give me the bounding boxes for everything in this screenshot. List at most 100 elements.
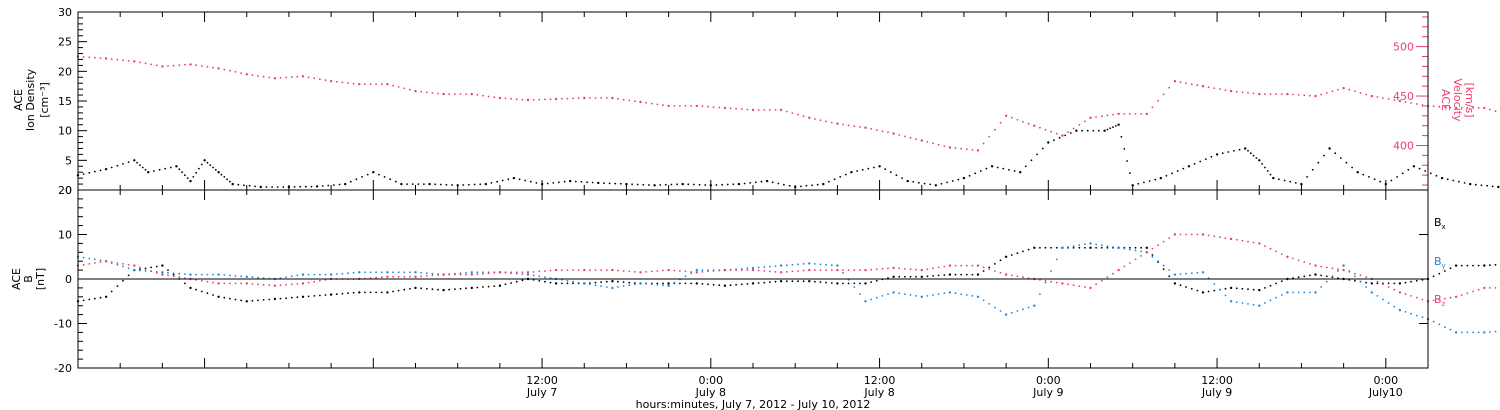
by-interp-point	[1460, 331, 1463, 334]
b-tick-label: -20	[54, 362, 72, 375]
bx-interp-point	[1016, 252, 1019, 255]
bz-interp-point	[690, 271, 692, 273]
bx-interp-point	[110, 290, 113, 293]
by-point	[611, 286, 614, 290]
by-interp-point	[870, 298, 872, 301]
ion-density-point	[512, 176, 516, 180]
ion-density-interp-point	[1446, 178, 1449, 181]
bz-interp-point	[1224, 237, 1227, 240]
velocity-interp-point	[791, 112, 794, 114]
svg-text:ACE: ACE	[10, 268, 23, 290]
ion-density-interp-point	[1204, 158, 1207, 161]
bz-point	[836, 268, 839, 272]
ion-density-interp-point	[1013, 170, 1016, 172]
by-interp-point	[1106, 245, 1109, 248]
velocity-point	[414, 89, 417, 93]
by-interp-point	[1449, 328, 1452, 331]
legend-bx: Bx	[1434, 216, 1446, 231]
bz-interp-point	[538, 270, 541, 273]
ion-density-point	[1187, 165, 1191, 168]
bx-point	[808, 280, 811, 283]
bz-interp-point	[566, 269, 569, 271]
bx-interp-point	[1303, 275, 1306, 278]
velocity-interp-point	[1067, 131, 1069, 134]
bx-interp-point	[420, 287, 422, 290]
bz-point	[1342, 268, 1345, 272]
bz-interp-point	[454, 273, 456, 276]
by-point	[864, 300, 867, 303]
bx-interp-point	[448, 288, 451, 291]
ion-density-interp-point	[1362, 173, 1365, 176]
left-axis-ticks: 0 5 10 15 20 25 30	[58, 6, 87, 197]
bz-interp-point	[999, 271, 1002, 274]
by-interp-point	[1010, 311, 1013, 314]
bx-interp-point	[1354, 279, 1356, 282]
bx-interp-point	[932, 275, 934, 277]
velocity-interp-point	[1444, 106, 1446, 108]
bottom-x-ticks	[119, 190, 1387, 368]
bx-interp-point	[1190, 287, 1193, 290]
ion-density-interp-point	[389, 178, 392, 181]
bz-interp-point	[99, 261, 102, 263]
ion-density-interp-point	[664, 183, 667, 186]
by-point	[1089, 242, 1092, 245]
by-interp-point	[1219, 288, 1221, 291]
velocity-interp-point	[431, 92, 434, 94]
ion-density-interp-point	[366, 173, 369, 176]
bz-interp-point	[1095, 283, 1097, 286]
velocity-point	[892, 132, 895, 135]
bx-interp-point	[763, 281, 766, 284]
velocity-interp-point	[1393, 99, 1396, 101]
velocity-interp-point	[364, 83, 366, 86]
ion-density-interp-point	[164, 167, 167, 170]
velocity-interp-point	[420, 90, 422, 93]
by-interp-point	[819, 263, 822, 266]
ion-density-interp-point	[889, 171, 892, 174]
bz-interp-point	[251, 283, 254, 285]
svg-text:[cm⁻³]: [cm⁻³]	[38, 82, 51, 118]
by-interp-point	[319, 273, 321, 276]
bx-interp-point	[1168, 275, 1171, 278]
bx-point	[1229, 286, 1233, 290]
legend-bz: Bz	[1434, 293, 1446, 308]
ion-density-interp-point	[501, 179, 504, 182]
ion-density-interp-point	[82, 173, 85, 175]
bz-point	[667, 268, 670, 272]
bx-interp-point	[172, 273, 175, 276]
by-interp-point	[898, 292, 901, 295]
by-interp-point	[859, 293, 861, 295]
velocity-interp-point	[1050, 130, 1052, 133]
by-interp-point	[1303, 291, 1306, 294]
bx-point	[470, 286, 473, 290]
ion-density-interp-point	[1255, 157, 1258, 159]
bz-point	[1483, 286, 1486, 290]
bx-interp-point	[875, 279, 878, 282]
by-interp-point	[1331, 275, 1334, 278]
bz-interp-point	[887, 267, 889, 270]
by-interp-point	[1235, 301, 1238, 303]
velocity-interp-point	[257, 75, 259, 77]
bz-interp-point	[1044, 279, 1047, 282]
velocity-interp-point	[1213, 87, 1216, 89]
by-interp-point	[701, 269, 704, 271]
velocity-interp-point	[1382, 97, 1384, 99]
bx-interp-point	[195, 288, 198, 291]
by-interp-point	[965, 294, 968, 296]
bz-interp-point	[257, 283, 259, 286]
velocity-interp-point	[679, 105, 681, 107]
ion-density-point	[822, 182, 825, 186]
bx-interp-point	[150, 266, 153, 269]
by-interp-point	[1084, 243, 1086, 246]
bx-interp-point	[1309, 274, 1311, 277]
by-interp-point	[82, 256, 85, 259]
ion-density-interp-point	[276, 186, 279, 188]
velocity-interp-point	[1055, 132, 1058, 135]
ion-density-interp-point	[1227, 151, 1230, 153]
bz-interp-point	[1219, 236, 1221, 239]
velocity-interp-point	[926, 141, 929, 143]
bx-interp-point	[167, 269, 169, 271]
by-interp-point	[707, 269, 709, 271]
bz-point	[498, 271, 502, 274]
bx-interp-point	[544, 280, 546, 283]
bz-interp-point	[1067, 283, 1069, 286]
